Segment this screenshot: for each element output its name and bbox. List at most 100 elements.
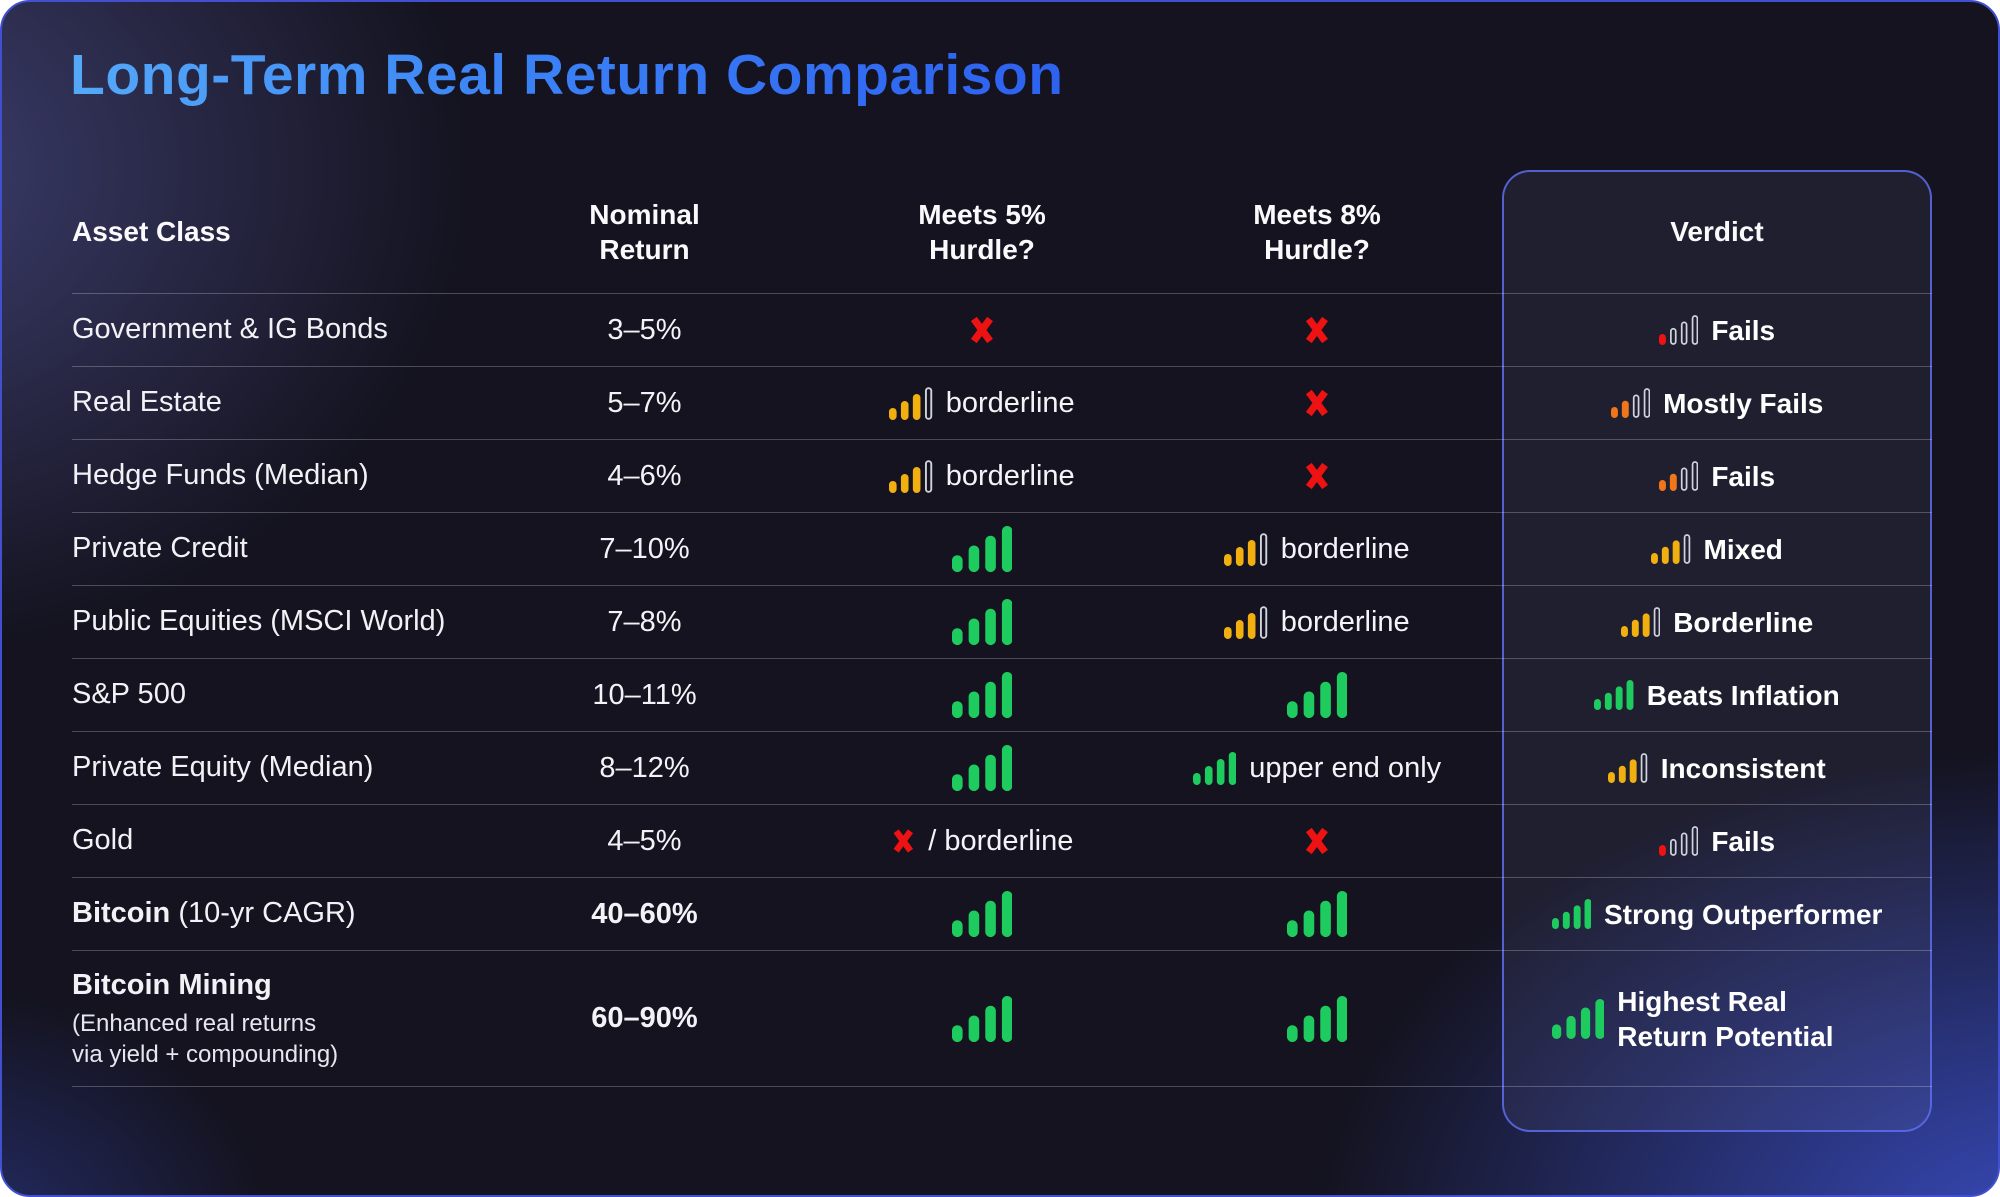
red-x-icon (1303, 459, 1331, 493)
verdict-cell: Beats Inflation (1502, 678, 1932, 713)
verdict-cell: Fails (1502, 459, 1932, 494)
hurdle-note: borderline (945, 386, 1075, 419)
table-header-row: Asset Class Nominal Return Meets 5% Hurd… (72, 170, 1932, 294)
signal-bars-icon (1608, 753, 1648, 783)
hurdle-note: upper end only (1249, 751, 1442, 784)
verdict-cell: Borderline (1502, 605, 1932, 640)
hurdle-note: borderline (1280, 605, 1410, 638)
verdict-label: Mixed (1703, 533, 1783, 565)
column-header-nominal-return: Nominal Return (589, 198, 700, 265)
verdict-cell: Inconsistent (1502, 751, 1932, 786)
table-row: Public Equities (MSCI World) 7–8% border… (72, 586, 1932, 659)
asset-name: Real Estate (72, 386, 222, 419)
signal-bars-icon (951, 995, 1013, 1042)
asset-name: S&P 500 (72, 678, 186, 711)
asset-cell: Private Credit (72, 530, 457, 568)
verdict-cell: Fails (1502, 313, 1932, 348)
verdict-label: Beats Inflation (1646, 679, 1840, 711)
asset-name: Bitcoin Mining (72, 968, 272, 1001)
signal-bars-icon (889, 459, 933, 493)
asset-name: Bitcoin (72, 897, 171, 930)
signal-bars-icon (1658, 461, 1699, 491)
verdict-label: Fails (1711, 314, 1776, 346)
table-row: Government & IG Bonds 3–5% Fails (72, 294, 1932, 367)
comparison-table: Asset Class Nominal Return Meets 5% Hurd… (72, 170, 1932, 1087)
meets-8-hurdle-cell: borderline (1132, 606, 1502, 639)
table-row: Real Estate 5–7% borderline Mostly Fails (72, 367, 1932, 440)
asset-name: Private Credit (72, 532, 248, 565)
nominal-return-cell: 40–60% (591, 897, 698, 930)
table-row: Gold 4–5% / borderline Fails (72, 805, 1932, 878)
meets-8-hurdle-cell (1132, 891, 1502, 937)
meets-5-hurdle-cell: borderline (832, 460, 1132, 493)
asset-name: Hedge Funds (Median) (72, 459, 369, 492)
verdict-label: Fails (1711, 825, 1776, 857)
meets-5-hurdle-cell (832, 599, 1132, 645)
meets-8-hurdle-cell (1132, 824, 1502, 858)
hurdle-note: borderline (1280, 532, 1410, 565)
signal-bars-icon (951, 526, 1013, 572)
column-header-meets-8-hurdle: Meets 8% Hurdle? (1253, 198, 1381, 265)
table-row: S&P 500 10–11% Beats Inflation (72, 659, 1932, 732)
signal-bars-icon (1286, 891, 1348, 937)
signal-bars-icon (1551, 998, 1605, 1039)
verdict-label: Inconsistent (1660, 752, 1826, 784)
meets-8-hurdle-cell (1132, 313, 1502, 347)
verdict-label: Highest Real Return Potential (1617, 985, 1834, 1052)
table-row: Private Credit 7–10% borderline Mixed (72, 513, 1932, 586)
signal-bars-icon (1551, 899, 1591, 929)
meets-5-hurdle-cell (832, 891, 1132, 937)
red-x-icon (968, 313, 996, 347)
nominal-return-cell: 5–7% (607, 386, 682, 419)
table-row: Bitcoin (10-yr CAGR) 40–60% Strong Outpe… (72, 878, 1932, 951)
table-row: Private Equity (Median) 8–12% upper end … (72, 732, 1932, 805)
meets-8-hurdle-cell (1132, 386, 1502, 420)
column-header-meets-5-hurdle: Meets 5% Hurdle? (918, 198, 1046, 265)
verdict-cell: Fails (1502, 824, 1932, 859)
signal-bars-icon (889, 386, 933, 420)
column-header-verdict: Verdict (1670, 216, 1764, 247)
hurdle-note: / borderline (928, 824, 1074, 857)
verdict-label: Borderline (1673, 606, 1814, 638)
verdict-label: Fails (1711, 460, 1776, 492)
signal-bars-icon (1594, 680, 1634, 710)
meets-8-hurdle-cell (1132, 995, 1502, 1042)
table-row: Hedge Funds (Median) 4–6% borderline Fai… (72, 440, 1932, 513)
meets-8-hurdle-cell: upper end only (1132, 752, 1502, 785)
verdict-label: Strong Outperformer (1603, 898, 1883, 930)
verdict-cell: Mostly Fails (1502, 386, 1932, 421)
asset-cell: Gold (72, 822, 457, 860)
red-x-icon (1303, 313, 1331, 347)
signal-bars-icon (1610, 388, 1650, 418)
signal-bars-icon (1658, 315, 1699, 345)
nominal-return-cell: 7–10% (599, 532, 690, 565)
hurdle-note: borderline (945, 459, 1075, 492)
red-x-icon (891, 826, 916, 856)
asset-cell: S&P 500 (72, 676, 457, 714)
signal-bars-icon (1224, 532, 1268, 566)
signal-bars-icon (951, 745, 1013, 791)
asset-name-note: (10-yr CAGR) (170, 897, 356, 930)
meets-5-hurdle-cell: borderline (832, 387, 1132, 420)
signal-bars-icon (951, 891, 1013, 937)
column-header-asset-class: Asset Class (72, 216, 231, 247)
verdict-cell: Highest Real Return Potential (1502, 984, 1932, 1054)
red-x-icon (1303, 386, 1331, 420)
asset-cell: Bitcoin (10-yr CAGR) (72, 895, 457, 933)
meets-5-hurdle-cell: / borderline (832, 825, 1132, 858)
meets-5-hurdle-cell (832, 672, 1132, 718)
nominal-return-cell: 4–6% (607, 459, 682, 492)
meets-8-hurdle-cell (1132, 459, 1502, 493)
asset-name: Government & IG Bonds (72, 313, 388, 346)
asset-cell: Private Equity (Median) (72, 749, 457, 787)
red-x-icon (1303, 824, 1331, 858)
asset-name: Private Equity (Median) (72, 751, 374, 784)
verdict-cell: Strong Outperformer (1502, 897, 1932, 932)
asset-name: Gold (72, 824, 134, 857)
nominal-return-cell: 3–5% (607, 313, 682, 346)
table-row: Bitcoin Mining (Enhanced real returns via … (72, 951, 1932, 1087)
nominal-return-cell: 60–90% (591, 1002, 698, 1034)
nominal-return-cell: 10–11% (592, 678, 697, 711)
signal-bars-icon (1224, 605, 1268, 639)
